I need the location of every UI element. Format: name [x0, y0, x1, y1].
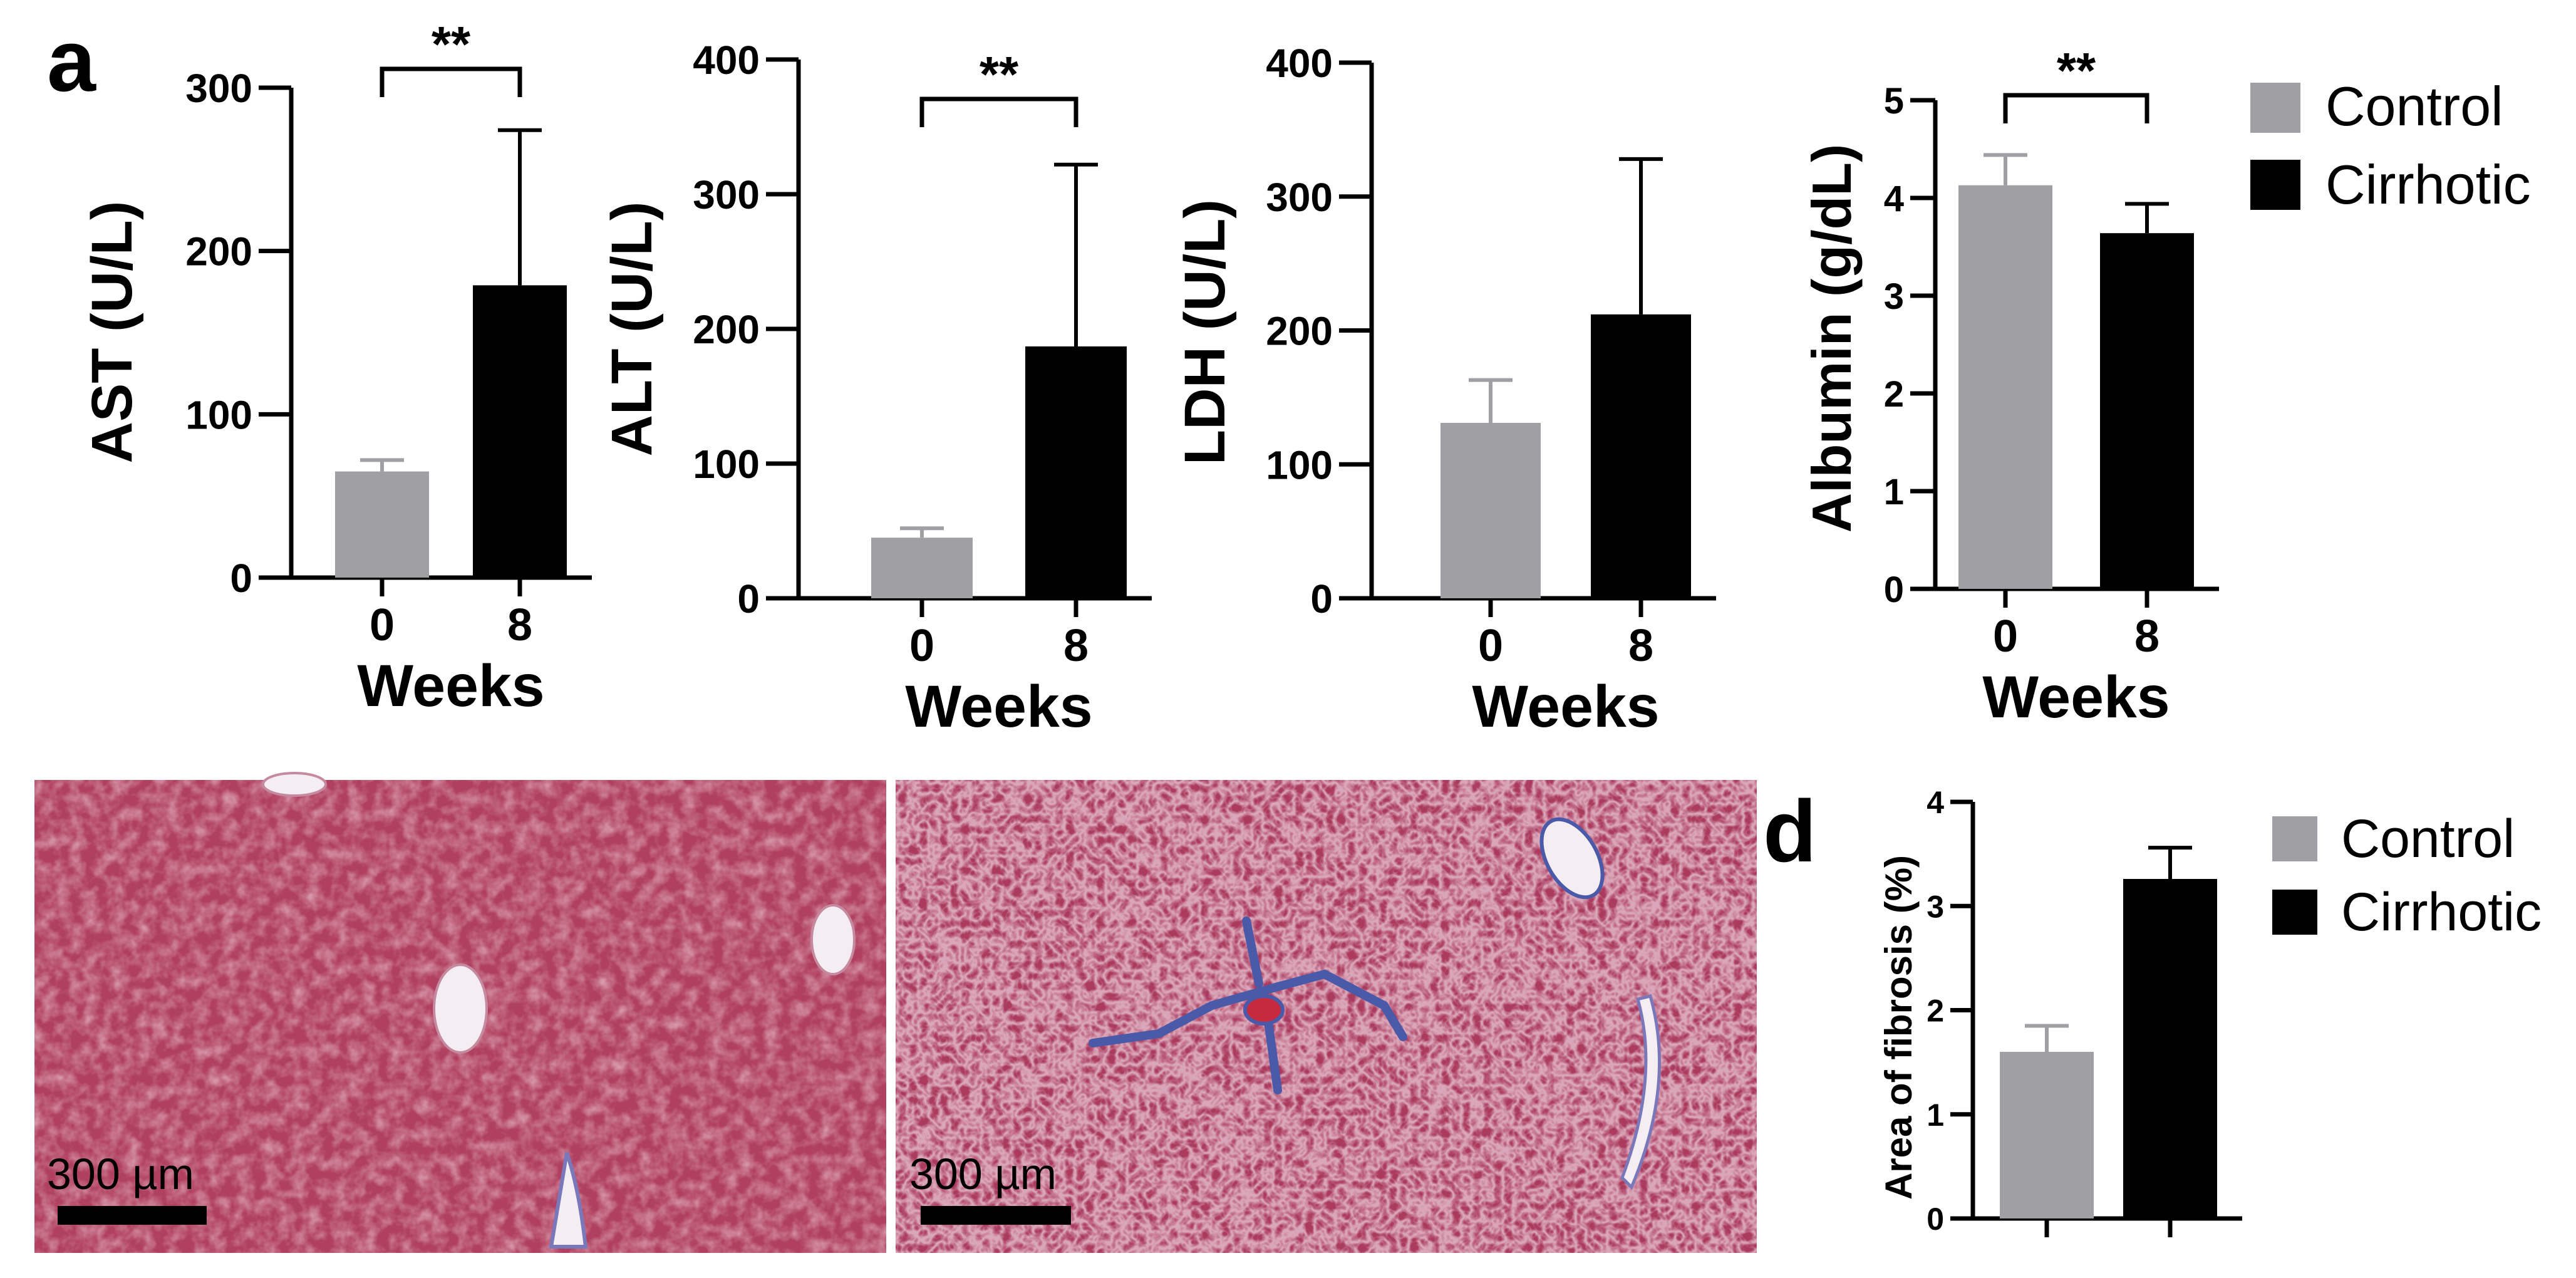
y-tick-label: 0 — [1927, 1202, 1944, 1237]
y-tick-label: 0 — [737, 576, 760, 621]
y-tick-label: 2 — [1884, 374, 1904, 415]
significance-label: ** — [2057, 43, 2096, 98]
panel-letter-d: d — [1763, 782, 1817, 880]
micrograph-b-vessel — [549, 1152, 588, 1249]
bar-control — [1441, 422, 1541, 598]
micrograph-b: 300 µm — [34, 772, 886, 1253]
micrograph-b-vessel — [262, 772, 327, 797]
micrograph-b-vessel — [810, 904, 856, 975]
y-axis-label: Area of fibrosis (%) — [1878, 855, 1920, 1200]
y-tick-label: 3 — [1927, 889, 1944, 924]
bar-control — [335, 471, 429, 578]
y-axis-label: LDH (U/L) — [1173, 199, 1237, 465]
x-tick-label: 8 — [2134, 611, 2160, 662]
x-axis-label: Weeks — [905, 673, 1092, 740]
bar-cirrhotic — [2100, 233, 2194, 589]
x-tick-label: 0 — [909, 621, 934, 671]
micrograph-c-texture — [896, 780, 1757, 1253]
significance-bracket — [2003, 93, 2149, 123]
micrograph-c-scale-label: 300 µm — [909, 1150, 1057, 1198]
y-tick-label: 300 — [693, 172, 760, 217]
y-tick-label: 4 — [1927, 785, 1944, 820]
y-tick-label: 200 — [1266, 309, 1333, 354]
x-tick-label: 8 — [1063, 621, 1089, 671]
legend-d: Control Cirrhotic — [2272, 809, 2542, 942]
x-tick-label: 0 — [1993, 611, 2018, 662]
y-tick-label: 1 — [1927, 1098, 1944, 1133]
significance-label: ** — [980, 46, 1019, 102]
micrograph-b-scale-label: 300 µm — [47, 1150, 194, 1198]
bar-cirrhotic — [473, 285, 567, 578]
bar-control — [2000, 1052, 2094, 1218]
x-axis-label: Weeks — [1982, 664, 2170, 730]
significance-label: ** — [432, 16, 471, 72]
legend-swatch-cirrhotic — [2250, 160, 2300, 210]
micrograph-c-vessel — [1243, 994, 1285, 1026]
y-tick-label: 0 — [1884, 569, 1904, 610]
y-tick-label: 2 — [1927, 994, 1944, 1029]
y-tick-label: 3 — [1884, 276, 1904, 317]
bar-cirrhotic — [1025, 346, 1127, 598]
micrograph-c: 300 µm — [896, 780, 1757, 1253]
significance-bracket — [919, 96, 1079, 127]
y-tick-label: 200 — [185, 229, 252, 274]
y-axis-label: AST (U/L) — [80, 200, 144, 463]
legend-swatch-control — [2250, 83, 2300, 133]
bar-control — [871, 538, 973, 598]
bar-cirrhotic — [2123, 879, 2217, 1218]
y-tick-label: 300 — [1266, 175, 1333, 220]
x-tick-label: 8 — [507, 600, 532, 650]
y-axis-label: ALT (U/L) — [600, 201, 664, 456]
legend-label-cirrhotic: Cirrhotic — [2325, 153, 2531, 216]
y-tick-label: 4 — [1884, 179, 1904, 219]
x-tick-label: 8 — [1628, 621, 1653, 671]
legend-d-label-cirrhotic: Cirrhotic — [2341, 882, 2542, 942]
significance-bracket — [380, 66, 522, 97]
panel-letter-a: a — [47, 11, 96, 110]
micrograph-b-vessel — [433, 964, 488, 1054]
y-tick-label: 300 — [185, 66, 252, 111]
legend-d-swatch-control — [2272, 816, 2317, 861]
y-axis-label: Albumin (g/dL) — [1801, 144, 1863, 533]
y-tick-label: 100 — [693, 442, 760, 487]
x-axis-label: Weeks — [357, 653, 544, 719]
y-tick-label: 100 — [1266, 442, 1333, 487]
micrograph-c-vessel — [1620, 994, 1661, 1190]
micrograph-c-vessel — [1539, 817, 1605, 900]
y-tick-label: 0 — [230, 556, 252, 601]
bar-cirrhotic — [1591, 314, 1691, 598]
y-tick-label: 0 — [1310, 576, 1333, 621]
x-tick-label: 0 — [370, 600, 395, 650]
legend-d-label-control: Control — [2341, 809, 2515, 869]
y-tick-label: 200 — [693, 307, 760, 352]
legend-label-control: Control — [2325, 75, 2503, 137]
y-tick-label: 100 — [185, 392, 252, 437]
y-tick-label: 400 — [693, 38, 760, 83]
y-tick-label: 1 — [1884, 472, 1904, 512]
x-axis-label: Weeks — [1472, 673, 1659, 740]
y-tick-label: 5 — [1884, 81, 1904, 122]
legend-d-swatch-cirrhotic — [2272, 890, 2317, 935]
bar-control — [1958, 185, 2052, 590]
y-tick-label: 400 — [1266, 41, 1333, 86]
x-tick-label: 0 — [1478, 621, 1503, 671]
legend-top: Control Cirrhotic — [2250, 75, 2531, 216]
